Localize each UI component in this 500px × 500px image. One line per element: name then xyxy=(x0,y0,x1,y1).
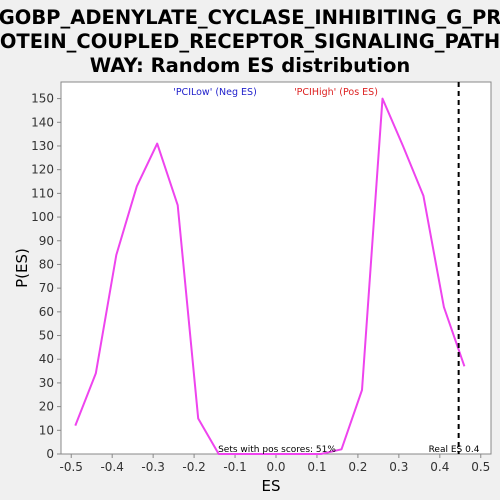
chart-title: GOBP_ADENYLATE_CYCLASE_INHIBITING_G_PROT… xyxy=(0,6,500,77)
y-tick-label: 100 xyxy=(31,210,54,224)
x-tick-label: 0.0 xyxy=(266,460,285,474)
y-tick-label: 60 xyxy=(39,305,54,319)
x-tick-label: 0.3 xyxy=(389,460,408,474)
y-tick-label: 90 xyxy=(39,234,54,248)
legend: 'PCILow' (Neg ES) 'PCIHigh' (Pos ES) xyxy=(173,87,378,98)
y-tick-label: 150 xyxy=(31,92,54,106)
y-axis: 0 10 20 30 40 50 60 70 80 90 100 110 120 130 140 150 xyxy=(31,92,61,461)
y-tick-label: 10 xyxy=(39,423,54,437)
y-tick-label: 20 xyxy=(39,400,54,414)
x-tick-label: -0.1 xyxy=(223,460,246,474)
x-tick-label: -0.4 xyxy=(100,460,123,474)
chart-title-line: GOBP_ADENYLATE_CYCLASE_INHIBITING_G_PR xyxy=(0,6,500,29)
y-tick-label: 110 xyxy=(31,186,54,200)
pos-scores-annotation: Sets with pos scores: 51% xyxy=(218,445,336,455)
x-tick-label: -0.2 xyxy=(182,460,205,474)
x-tick-label: 0.2 xyxy=(348,460,367,474)
legend-entry: 'PCILow' (Neg ES) xyxy=(173,87,257,98)
x-tick-label: 0.5 xyxy=(471,460,490,474)
y-tick-label: 30 xyxy=(39,376,54,390)
y-tick-label: 0 xyxy=(46,447,54,461)
x-tick-label: -0.5 xyxy=(60,460,83,474)
y-tick-label: 40 xyxy=(39,352,54,366)
y-tick-label: 120 xyxy=(31,163,54,177)
y-tick-label: 80 xyxy=(39,257,54,271)
legend-entry: 'PCIHigh' (Pos ES) xyxy=(294,87,378,98)
x-tick-label: -0.3 xyxy=(141,460,164,474)
y-tick-label: 140 xyxy=(31,115,54,129)
y-axis-label: P(ES) xyxy=(13,248,31,288)
chart-title-line: OTEIN_COUPLED_RECEPTOR_SIGNALING_PATH xyxy=(0,30,500,53)
series-layer xyxy=(74,97,466,455)
y-tick-label: 130 xyxy=(31,139,54,153)
series-line xyxy=(74,97,466,455)
x-axis-label: ES xyxy=(262,477,281,495)
chart-title-line: WAY: Random ES distribution xyxy=(90,54,411,77)
x-tick-label: 0.1 xyxy=(307,460,326,474)
plot-area xyxy=(60,81,492,455)
y-tick-label: 70 xyxy=(39,281,54,295)
x-axis: -0.5 -0.4 -0.3 -0.2 -0.1 0.0 0.1 0.2 0.3 0.4 0.5 xyxy=(60,454,490,474)
real-es-annotation: Real ES 0.4 xyxy=(429,445,480,455)
y-tick-label: 50 xyxy=(39,329,54,343)
x-tick-label: 0.4 xyxy=(430,460,449,474)
